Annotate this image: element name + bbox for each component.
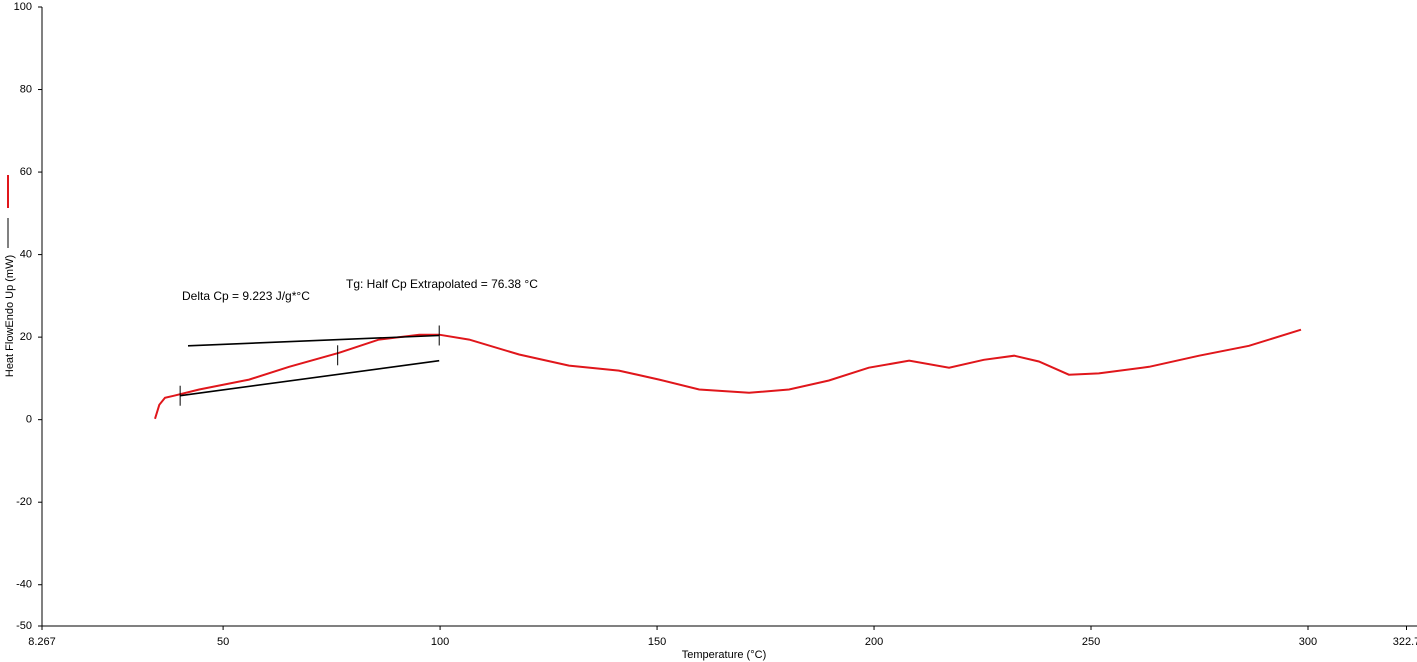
x-tick-label: 250 bbox=[1082, 636, 1100, 648]
x-tick-label: 322.7 bbox=[1393, 636, 1417, 648]
y-tick-label: -20 bbox=[16, 496, 32, 508]
y-tick-label: 0 bbox=[26, 414, 32, 426]
y-tick-label: 60 bbox=[20, 166, 32, 178]
y-tick-label: 80 bbox=[20, 83, 32, 95]
y-tick-label: 100 bbox=[14, 1, 32, 13]
x-tick-label: 200 bbox=[865, 636, 883, 648]
y-tick-label: -50 bbox=[16, 620, 32, 632]
y-axis-label: Heat FlowEndo Up (mW) bbox=[4, 255, 16, 377]
y-tick-label: 40 bbox=[20, 249, 32, 261]
x-tick-label: 300 bbox=[1299, 636, 1317, 648]
x-tick-label: 100 bbox=[431, 636, 449, 648]
x-tick-label: 50 bbox=[217, 636, 229, 648]
tangent-line bbox=[187, 334, 440, 347]
y-tick-label: -40 bbox=[16, 579, 32, 591]
y-tick-label: 20 bbox=[20, 331, 32, 343]
data-line bbox=[154, 328, 1302, 420]
x-tick-label: 8.267 bbox=[28, 636, 56, 648]
annotation: Delta Cp = 9.223 J/g*°C bbox=[182, 289, 310, 303]
tangent-line bbox=[179, 359, 440, 397]
x-axis-label: Temperature (°C) bbox=[682, 649, 766, 661]
x-tick-label: 150 bbox=[648, 636, 666, 648]
annotation: Tg: Half Cp Extrapolated = 76.38 °C bbox=[346, 277, 538, 291]
